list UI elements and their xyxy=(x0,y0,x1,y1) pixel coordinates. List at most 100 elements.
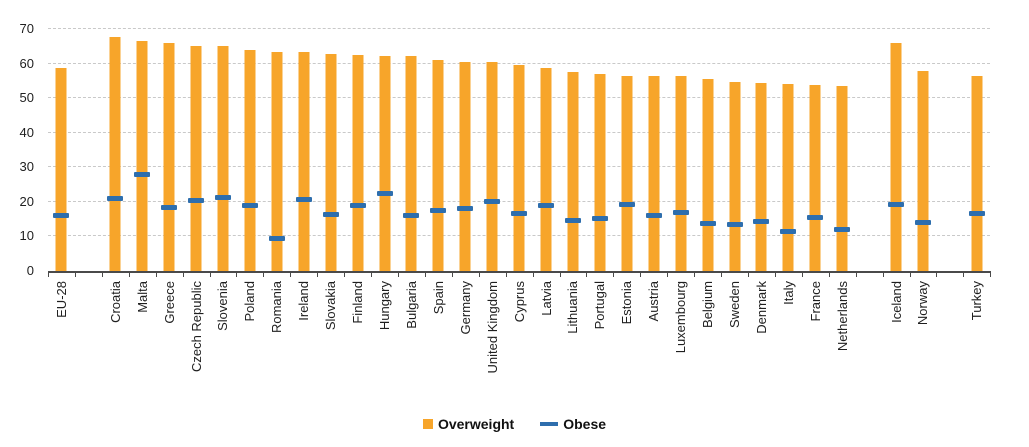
slot-Greece xyxy=(156,29,183,271)
slot-Luxembourg xyxy=(667,29,694,271)
obese-marker-Poland xyxy=(241,202,258,208)
slot-Malta xyxy=(129,29,156,271)
tick-cell xyxy=(587,271,615,277)
slot-Belgium xyxy=(694,29,721,271)
x-label-Slovenia: Slovenia xyxy=(215,281,231,331)
overweight-bar-Austria xyxy=(648,76,660,271)
overweight-bar-EU-28 xyxy=(55,67,67,271)
obese-marker-Hungary xyxy=(376,190,393,196)
plot-area xyxy=(48,28,990,273)
tick-cell xyxy=(884,271,911,277)
slot-EU-28 xyxy=(48,29,75,271)
x-label-Belgium: Belgium xyxy=(700,281,716,328)
x-label-spacer xyxy=(75,281,102,407)
gridline-60 xyxy=(48,62,990,64)
x-label-EU-28: EU-28 xyxy=(53,281,69,318)
overweight-bar-Cyprus xyxy=(513,64,525,271)
slot-spacer xyxy=(75,29,102,271)
obese-marker-Ireland xyxy=(295,196,312,202)
slot-spacer xyxy=(936,29,963,271)
slot-Austria xyxy=(640,29,667,271)
x-label-Lithuania: Lithuania xyxy=(565,281,581,334)
x-label-Spain: Spain xyxy=(430,281,446,315)
y-tick-label-40: 40 xyxy=(19,124,34,140)
tick-cell xyxy=(857,271,884,277)
obese-swatch-icon xyxy=(540,422,559,426)
gridline-70 xyxy=(48,28,990,29)
tick-cell xyxy=(776,271,803,277)
overweight-bar-Hungary xyxy=(379,55,391,271)
legend-overweight-label: Overweight xyxy=(437,416,515,432)
x-label-Bulgaria: Bulgaria xyxy=(403,281,419,329)
y-tick-label-50: 50 xyxy=(19,90,34,106)
y-tick-label-10: 10 xyxy=(19,228,34,244)
tick-cell xyxy=(426,271,453,277)
overweight-bar-Luxembourg xyxy=(675,76,687,271)
x-label-Slovakia: Slovakia xyxy=(323,281,339,331)
tick-cell xyxy=(695,271,723,277)
obese-marker-France xyxy=(807,214,824,220)
tick-cell xyxy=(937,271,965,277)
tick-cell xyxy=(103,271,130,277)
overweight-bar-Czech Republic xyxy=(190,45,202,271)
overweight-bar-France xyxy=(809,85,821,271)
overweight-bar-Poland xyxy=(244,50,256,271)
slot-Romania xyxy=(263,29,290,271)
tick-cell xyxy=(534,271,561,277)
slot-Hungary xyxy=(371,29,398,271)
overweight-bar-Sweden xyxy=(729,81,740,271)
slot-Spain xyxy=(425,29,452,271)
slot-Croatia xyxy=(102,29,129,271)
x-label-Finland: Finland xyxy=(350,281,366,324)
slot-Czech Republic xyxy=(183,29,210,271)
slot-Slovakia xyxy=(317,29,344,271)
tick-cell xyxy=(614,271,642,277)
obese-marker-Finland xyxy=(349,203,366,209)
tick-cell xyxy=(211,271,238,277)
overweight-bar-Spain xyxy=(432,60,444,271)
tick-cell xyxy=(830,271,857,277)
tick-cell xyxy=(911,271,938,277)
obese-marker-Netherlands xyxy=(834,226,851,232)
overweight-bar-Italy xyxy=(782,83,794,271)
obese-marker-Austria xyxy=(645,213,662,219)
x-axis-labels: EU-28 Croatia Malta Greece Czech Republic Slo… xyxy=(48,281,990,407)
y-tick-label-60: 60 xyxy=(19,55,34,71)
tick-cell xyxy=(399,271,426,277)
overweight-bar-Ireland xyxy=(298,52,310,271)
x-label-Sweden: Sweden xyxy=(727,281,742,328)
tick-cell xyxy=(76,271,103,277)
overweight-swatch-icon xyxy=(422,419,433,429)
slot-Italy xyxy=(775,29,802,271)
obese-marker-Greece xyxy=(161,205,178,211)
obese-marker-United Kingdom xyxy=(484,198,501,204)
tick-cell xyxy=(318,271,346,277)
obese-marker-EU-28 xyxy=(53,213,70,219)
x-label-Greece: Greece xyxy=(161,281,177,324)
y-tick-label-70: 70 xyxy=(19,21,34,36)
tick-cell xyxy=(130,271,157,277)
overweight-bar-Turkey xyxy=(971,76,983,271)
slot-France xyxy=(802,29,829,271)
x-label-spacer xyxy=(856,281,883,407)
tick-cell xyxy=(803,271,830,277)
x-label-Hungary: Hungary xyxy=(377,281,393,331)
x-label-Denmark: Denmark xyxy=(753,281,769,334)
obese-marker-Portugal xyxy=(591,216,608,222)
x-label-United Kingdom: United Kingdom xyxy=(484,281,500,374)
x-label-Austria: Austria xyxy=(646,281,662,322)
overweight-bar-Bulgaria xyxy=(405,56,417,271)
obese-marker-Luxembourg xyxy=(672,209,689,215)
obese-marker-Iceland xyxy=(888,201,905,207)
tick-cell xyxy=(964,271,992,277)
y-tick-label-30: 30 xyxy=(19,159,34,175)
slot-Finland xyxy=(344,29,371,271)
overweight-bar-Norway xyxy=(917,70,929,271)
tick-cell xyxy=(641,271,669,277)
overweight-bar-Finland xyxy=(352,54,364,271)
obese-marker-Estonia xyxy=(618,201,635,207)
overweight-bar-Estonia xyxy=(621,75,633,271)
overweight-bar-Belgium xyxy=(702,79,714,271)
obese-marker-Malta xyxy=(134,171,151,177)
